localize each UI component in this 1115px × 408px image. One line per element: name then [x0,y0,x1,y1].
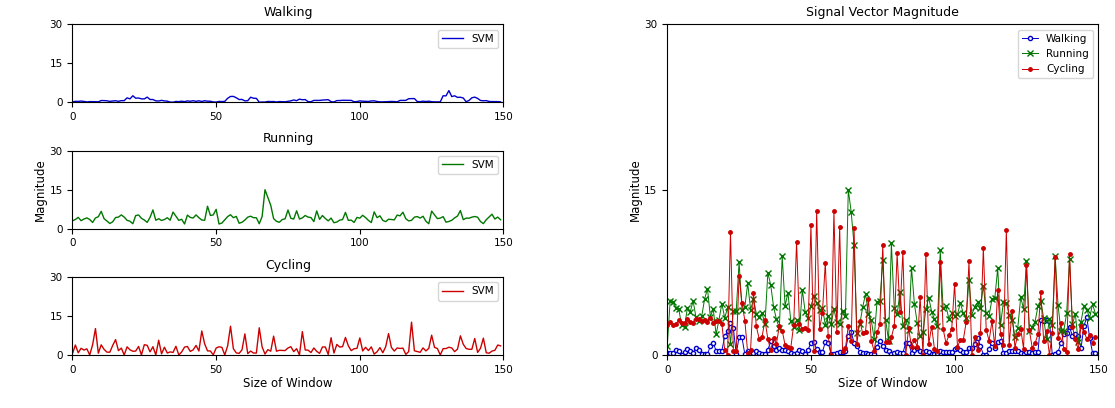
Cycling [804,222,817,227]
Walking [802,348,815,353]
X-axis label: Size of Window: Size of Window [243,377,332,390]
Title: Signal Vector Magnitude: Signal Vector Magnitude [806,6,959,19]
Walking [902,341,915,346]
Y-axis label: Magnitude: Magnitude [33,158,47,221]
Cycling [836,348,850,353]
Running [888,306,901,310]
Cycling [660,323,673,328]
Running [904,265,918,270]
Cycling [962,259,976,264]
Walking [1014,351,1027,356]
Line: Cycling: Cycling [663,207,1099,359]
Legend: SVM: SVM [438,282,498,301]
Cycling [721,353,735,357]
Title: Cycling: Cycling [265,259,311,272]
Legend: Walking, Running, Cycling: Walking, Running, Cycling [1018,30,1093,78]
Legend: SVM: SVM [438,30,498,48]
Cycling [1088,335,1102,339]
Walking [957,350,970,355]
Walking [884,351,898,356]
Cycling [1020,262,1034,267]
Title: Running: Running [262,133,313,145]
Running [830,320,843,325]
Walking [830,351,843,356]
Walking [1080,315,1094,320]
Walking [1046,353,1059,357]
Running [660,343,673,348]
Running [802,316,815,321]
Running [1017,306,1030,311]
Running [1088,311,1102,316]
Legend: SVM: SVM [438,156,498,174]
Line: Running: Running [665,187,1098,348]
Running [842,187,855,192]
Cycling [891,251,904,256]
Running [959,316,972,321]
Walking [1088,351,1102,356]
X-axis label: Size of Window: Size of Window [838,377,928,390]
Cycling [908,337,921,342]
Walking [660,351,673,356]
Title: Walking: Walking [263,6,312,19]
Line: Walking: Walking [666,315,1097,357]
Y-axis label: Magnitude: Magnitude [629,158,641,221]
Cycling [809,208,823,213]
